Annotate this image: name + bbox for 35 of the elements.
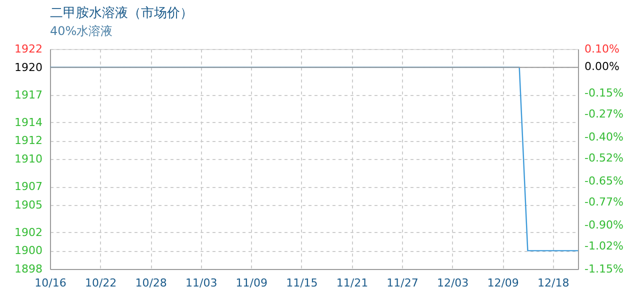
y2-tick-label: -1.02%	[584, 240, 624, 253]
x-tick-label: 12/18	[538, 276, 570, 290]
y2-tick-label: -0.15%	[584, 86, 624, 100]
chart-subtitle: 40%水溶液	[50, 24, 113, 38]
y2-tick-label: -0.77%	[584, 196, 624, 209]
y2-tick-label: 0.00%	[584, 60, 620, 74]
y2-tick-label: -0.65%	[584, 174, 624, 188]
x-tick-label: 12/03	[436, 276, 469, 290]
y-tick-label: 1898	[14, 262, 42, 276]
x-tick-label: 11/21	[336, 276, 368, 290]
y-tick-label: 1922	[14, 42, 42, 56]
y-tick-label: 1912	[14, 134, 42, 148]
chart-title: 二甲胺水溶液（市场价）	[50, 5, 193, 21]
y-tick-label: 1905	[14, 198, 42, 212]
y2-tick-label: -0.27%	[584, 108, 624, 121]
y-tick-label: 1914	[14, 116, 42, 129]
y-tick-label: 1907	[14, 180, 42, 193]
y2-tick-label: 0.10%	[584, 42, 620, 56]
x-tick-label: 10/22	[84, 276, 117, 290]
x-tick-label: 12/09	[487, 276, 519, 290]
y-tick-label: 1902	[14, 226, 42, 239]
y2-tick-label: -0.40%	[584, 130, 624, 144]
x-tick-label: 10/28	[135, 276, 167, 290]
y-tick-label: 1910	[14, 152, 42, 166]
y-tick-label: 1900	[14, 244, 42, 258]
x-tick-label: 11/09	[236, 276, 268, 290]
x-tick-label: 11/27	[386, 276, 418, 290]
y-tick-label: 1920	[14, 60, 42, 74]
y2-tick-label: -1.15%	[584, 262, 624, 276]
y-tick-label: 1917	[14, 88, 42, 102]
x-tick-label: 11/15	[286, 276, 318, 290]
x-tick-label: 11/03	[186, 276, 218, 290]
x-tick-label: 10/16	[34, 276, 66, 290]
y2-tick-label: -0.90%	[584, 218, 624, 232]
y2-tick-label: -0.52%	[584, 152, 624, 165]
